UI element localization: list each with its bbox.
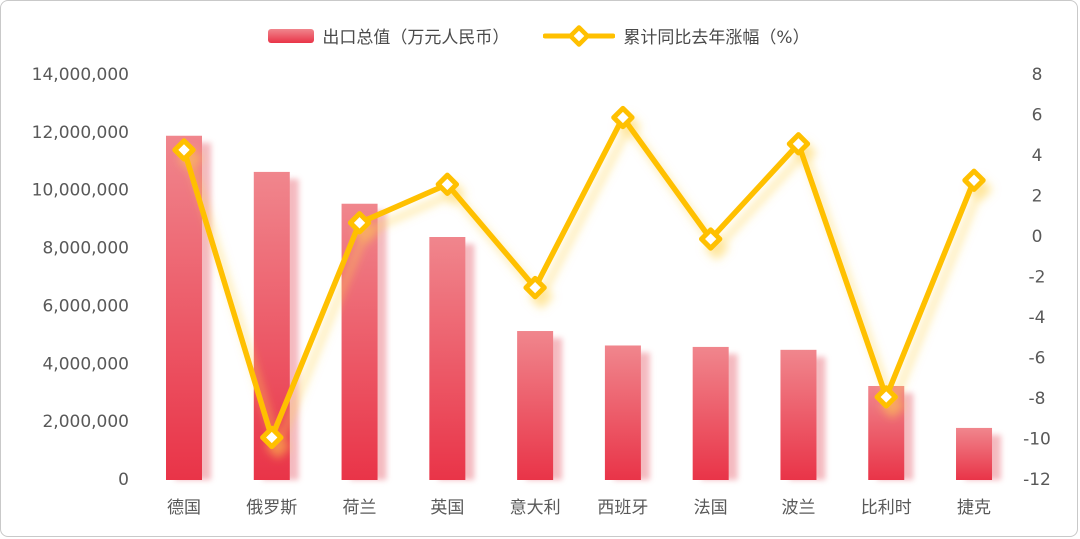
category-label: 法国 (694, 498, 728, 518)
right-axis-tick-label: -4 (1029, 308, 1046, 328)
export-total-bar (429, 237, 466, 480)
legend-diamond-icon (568, 24, 591, 47)
yoy-growth-line-series (172, 105, 986, 450)
right-axis-tick-label: 6 (1032, 106, 1043, 126)
export-total-bar (604, 345, 641, 480)
legend-item-export-total: 出口总值（万元人民币） (268, 23, 509, 48)
export-total-bar (956, 427, 993, 480)
export-total-bar (341, 203, 378, 480)
category-label: 波兰 (781, 498, 815, 518)
category-label: 英国 (430, 498, 464, 518)
category-label: 西班牙 (597, 498, 648, 518)
category-label: 德国 (167, 498, 201, 518)
left-axis-tick-label: 12,000,000 (32, 123, 129, 143)
legend-item-yoy-growth: 累计同比去年涨幅（%） (543, 23, 810, 48)
left-axis-tick-label: 2,000,000 (42, 412, 129, 432)
category-label: 荷兰 (343, 498, 377, 518)
export-total-bar (517, 331, 554, 480)
bar-series-swatch-icon (268, 28, 315, 43)
right-axis-tick-label: -10 (1023, 430, 1051, 450)
diamond-marker-icon (962, 168, 986, 192)
right-axis-tick-label: 8 (1032, 65, 1043, 85)
diamond-marker-icon (786, 132, 811, 156)
left-axis-tick-label: 4,000,000 (42, 354, 129, 374)
category-label: 比利时 (861, 498, 912, 518)
diamond-marker-icon (172, 138, 196, 162)
category-label: 意大利 (510, 498, 561, 518)
left-axis-tick-label: 6,000,000 (42, 296, 129, 316)
right-axis-tick-label: -2 (1029, 268, 1046, 288)
left-axis-tick-label: 10,000,000 (32, 181, 129, 201)
legend-line-label: 累计同比去年涨幅（%） (623, 28, 810, 48)
chart-legend: 出口总值（万元人民币） 累计同比去年涨幅（%） (1, 23, 1077, 48)
diamond-marker-icon (874, 385, 898, 409)
diamond-marker-icon (523, 275, 547, 300)
yoy-growth-line (181, 114, 977, 441)
right-axis-tick-label: 4 (1032, 146, 1043, 166)
diamond-marker-icon (611, 105, 635, 130)
diamond-marker-icon (435, 172, 460, 197)
diamond-marker-icon (698, 227, 723, 251)
right-axis-tick-label: -8 (1029, 389, 1046, 409)
right-axis-tick-label: 0 (1032, 227, 1043, 247)
diamond-marker-icon (347, 211, 372, 235)
right-axis-tick-label: -6 (1029, 349, 1046, 369)
right-axis-tick-label: -12 (1023, 470, 1051, 490)
category-label: 捷克 (957, 498, 991, 518)
left-axis-tick-label: 8,000,000 (42, 239, 129, 259)
left-axis-tick-label: 14,000,000 (32, 65, 129, 85)
diamond-marker-icon (260, 425, 284, 450)
export-total-bar (780, 349, 817, 480)
export-total-bar (692, 346, 729, 480)
line-series-marker-icon (543, 24, 616, 47)
left-axis-tick-label: 0 (118, 470, 129, 490)
right-axis-tick-label: 2 (1032, 187, 1043, 207)
category-label: 俄罗斯 (246, 498, 297, 518)
legend-bar-label: 出口总值（万元人民币） (322, 28, 510, 48)
